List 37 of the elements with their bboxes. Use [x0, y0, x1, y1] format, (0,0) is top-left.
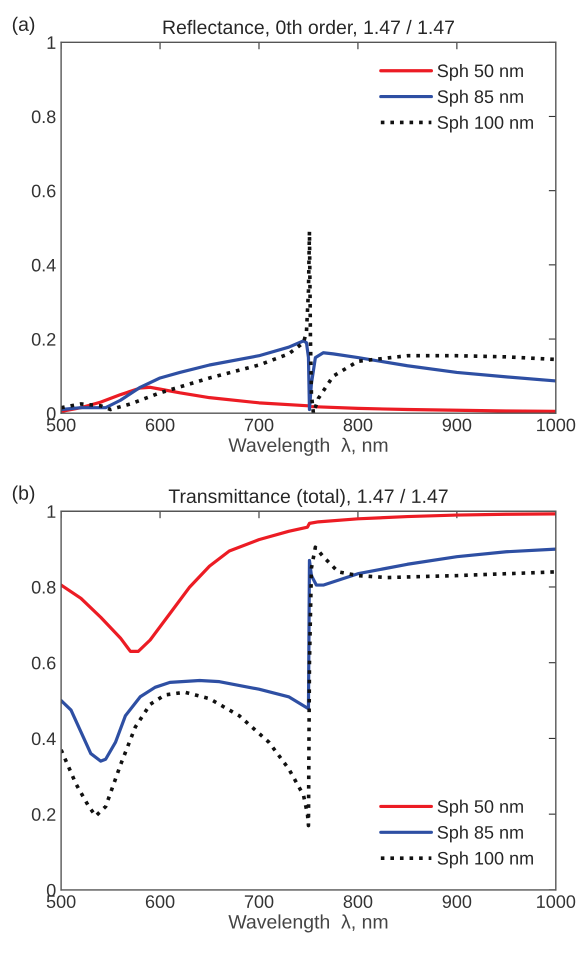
y-tick-label: 0.4: [32, 258, 56, 272]
x-tick-label: 800: [344, 895, 372, 908]
x-axis-title: Wavelength λ, nm: [228, 914, 388, 932]
text: (b): [12, 486, 34, 504]
legend-label: Sph 85 nm: [438, 90, 523, 107]
y-tick-label: 0.6: [32, 184, 56, 198]
x-tick-label: 1000: [537, 895, 576, 908]
y-tick-label: 0.6: [32, 656, 56, 670]
line-series: [61, 339, 556, 412]
y-tick-label: 0.2: [32, 332, 56, 346]
y-tick-label: 0.2: [32, 808, 56, 821]
legend-label: Sph 50 nm: [438, 64, 523, 81]
y-tick-label: 0.4: [32, 732, 56, 746]
x-tick-label: 700: [244, 895, 274, 908]
chart-title: Transmittance (total), 1.47 / 1.47: [168, 488, 448, 507]
y-tick-label: 0.8: [32, 110, 56, 124]
chart-title: Reflectance, 0th order, 1.47 / 1.47: [164, 20, 454, 36]
line-series: [61, 548, 556, 763]
x-tick-label: 1000: [537, 418, 576, 432]
y-tick-label: 1: [48, 505, 56, 518]
x-tick-label: 500: [46, 895, 76, 908]
x-tick-label: 500: [46, 418, 76, 432]
x-axis-title: Wavelength λ, nm: [228, 438, 388, 456]
y-tick-label: 0.8: [32, 580, 56, 594]
x-tick-label: 800: [344, 418, 372, 432]
legend-label: Sph 100 nm: [438, 851, 533, 868]
x-tick-label: 600: [146, 895, 174, 908]
legend-label: Sph 50 nm: [438, 800, 523, 816]
line-series: [61, 545, 556, 828]
x-tick-label: 600: [146, 418, 174, 432]
legend-label: Sph 100 nm: [438, 116, 533, 132]
legend-label: Sph 85 nm: [438, 826, 523, 842]
y-tick-label: 1: [48, 36, 56, 49]
x-tick-label: 900: [442, 895, 472, 908]
x-tick-label: 700: [244, 418, 274, 432]
text: (a): [12, 16, 34, 35]
x-tick-label: 900: [442, 418, 472, 432]
